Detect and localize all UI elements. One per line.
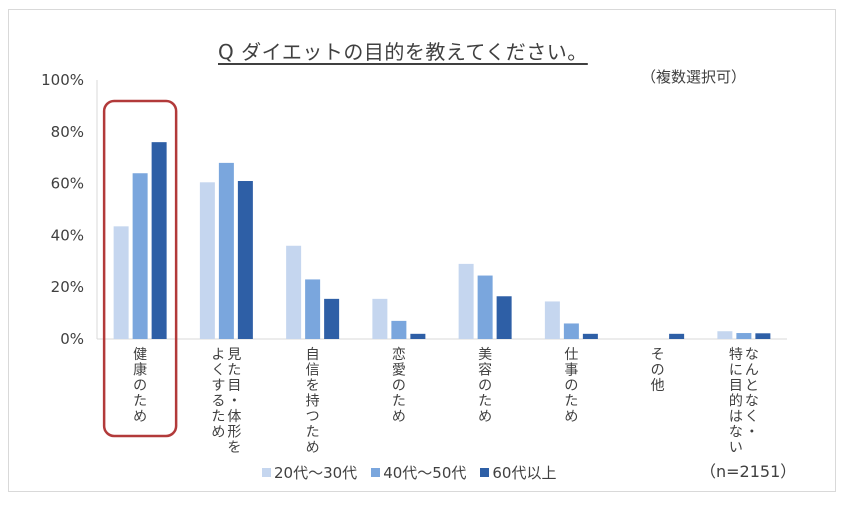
category-label-char: と — [745, 378, 759, 394]
category-label-char: 形 — [227, 425, 241, 441]
category-label-char: な — [745, 394, 759, 410]
bar-2-1 — [305, 279, 321, 339]
category-label-char: 事 — [564, 363, 578, 379]
category-label-char: た — [211, 409, 225, 425]
category-label-char: 的 — [729, 394, 743, 410]
legend: 20代～30代 40代～50代 60代以上 — [262, 462, 556, 483]
category-label-char: は — [729, 409, 743, 425]
category-label-char: す — [211, 378, 225, 394]
category-label-char: た — [306, 425, 320, 441]
category-label-char: の — [651, 363, 665, 379]
category-label-char: の — [392, 378, 406, 394]
bar-7-1 — [736, 333, 752, 339]
category-label-char: 康 — [133, 362, 147, 379]
bar-4-0 — [458, 263, 474, 339]
category-label-char: そ — [651, 347, 665, 363]
y-tick-label: 100% — [41, 71, 84, 89]
category-label-char: 容 — [478, 362, 492, 379]
category-label-char: 目 — [227, 378, 241, 394]
chart-subtitle: （複数選択可） — [641, 68, 747, 86]
category-label-char: め — [211, 425, 225, 441]
bar-5-1 — [563, 323, 579, 339]
bar-4-1 — [477, 275, 493, 339]
sample-size-note: （n=2151） — [700, 462, 797, 481]
bar-0-2 — [151, 142, 167, 339]
category-label-char: を — [227, 440, 241, 456]
bar-1-0 — [199, 182, 215, 339]
category-label-char: の — [478, 378, 492, 394]
category-label-char: た — [478, 394, 492, 410]
y-tick-label: 0% — [60, 330, 84, 348]
category-label-char: 恋 — [392, 346, 406, 363]
bar-3-0 — [372, 298, 388, 339]
category-label-char: た — [392, 394, 406, 410]
category-label-char: め — [133, 409, 147, 425]
category-label-char: 信 — [306, 363, 320, 379]
bar-2-0 — [286, 245, 302, 339]
legend-label-2: 60代以上 — [492, 464, 557, 482]
bar-3-2 — [410, 333, 426, 339]
bar-5-2 — [582, 333, 598, 339]
bar-3-1 — [391, 320, 407, 339]
bar-6-2 — [669, 333, 685, 339]
category-label-char: た — [564, 394, 578, 410]
bar-1-1 — [218, 162, 234, 339]
category-label-char: く — [745, 409, 759, 425]
category-label-char: く — [211, 363, 225, 379]
bar-0-0 — [113, 226, 129, 339]
bar-2-2 — [324, 298, 340, 339]
bar-0-1 — [132, 173, 148, 339]
category-label-char: よ — [211, 347, 225, 363]
category-label-char: め — [478, 409, 492, 425]
category-label-char: 持 — [306, 394, 320, 410]
chart-title: Q ダイエットの目的を教えてください。 — [218, 40, 588, 64]
category-label-char: 特 — [729, 347, 743, 363]
bar-1-2 — [237, 181, 253, 339]
bar-5-0 — [544, 301, 560, 339]
y-tick-label: 80% — [51, 123, 84, 141]
category-label-char: ん — [745, 363, 759, 379]
legend-item-1: 40代～50代 — [371, 462, 466, 483]
legend-label-0: 20代～30代 — [274, 464, 358, 482]
y-tick-label: 60% — [51, 175, 84, 193]
category-label-char: る — [211, 394, 225, 410]
category-label-char: 体 — [227, 409, 241, 425]
legend-swatch-2 — [480, 468, 490, 477]
category-label-char: に — [729, 363, 743, 379]
category-label-char: な — [729, 425, 743, 441]
category-label-char: を — [306, 378, 320, 394]
legend-label-1: 40代～50代 — [383, 464, 467, 482]
category-label-char: ・ — [745, 425, 759, 441]
category-label-char: い — [729, 440, 743, 456]
category-label-char: ・ — [227, 394, 241, 410]
category-label-char: 愛 — [392, 363, 406, 379]
bar-7-0 — [717, 331, 733, 339]
category-label-char: 見 — [227, 347, 241, 363]
category-label-char: 健 — [133, 347, 147, 363]
category-label-char: つ — [306, 409, 320, 425]
category-label-char: め — [564, 409, 578, 425]
category-label-char: 仕 — [564, 347, 578, 363]
legend-swatch-0 — [262, 468, 271, 477]
category-label-char: の — [133, 378, 147, 394]
y-tick-label: 40% — [51, 226, 84, 244]
legend-item-0: 20代～30代 — [262, 462, 357, 483]
y-tick-label: 20% — [51, 278, 84, 296]
bar-7-2 — [755, 333, 771, 339]
category-label-char: 目 — [729, 378, 743, 394]
legend-item-2: 60代以上 — [480, 462, 556, 483]
category-label-char: な — [745, 347, 759, 363]
bar-4-2 — [496, 296, 512, 339]
highlight-box — [102, 99, 178, 438]
category-label-char: め — [306, 440, 320, 456]
category-label-char: め — [392, 409, 406, 425]
category-label-char: の — [564, 378, 578, 394]
category-label-char: た — [227, 363, 241, 379]
legend-swatch-1 — [371, 468, 381, 477]
category-label-char: た — [133, 394, 147, 410]
category-label-char: 自 — [306, 347, 320, 363]
category-label-char: 美 — [478, 347, 492, 363]
category-label-char: 他 — [651, 378, 665, 394]
